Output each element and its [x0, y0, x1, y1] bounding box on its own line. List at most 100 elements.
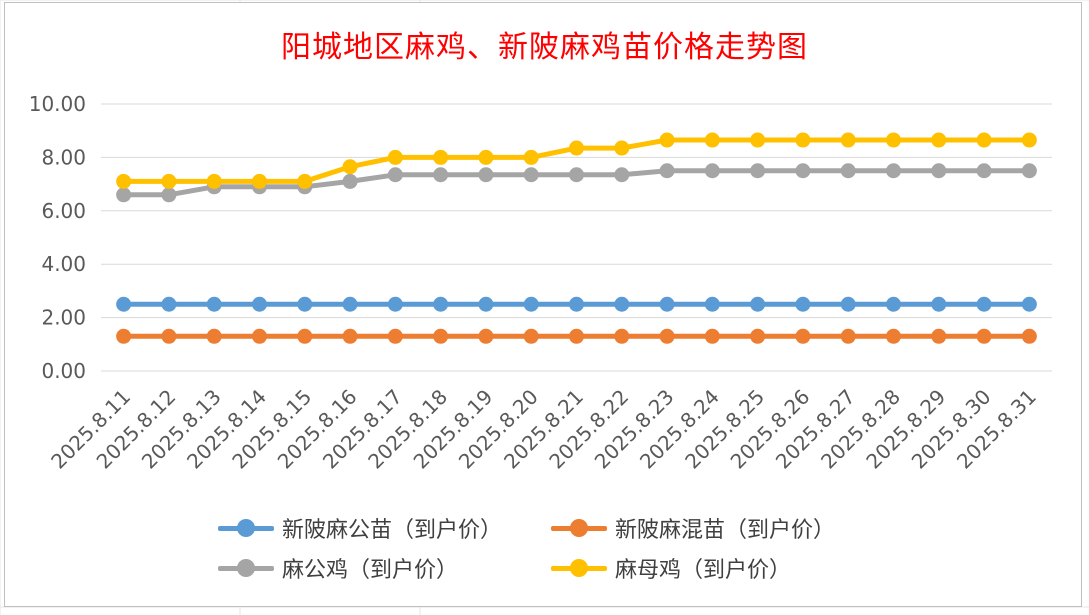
- series-4-point: [1021, 132, 1037, 148]
- series-4-point: [750, 132, 766, 148]
- series-1-point: [523, 296, 539, 312]
- series-1-point: [704, 296, 720, 312]
- legend-item-series-2: 新陂麻混苗（到户价）: [551, 512, 835, 544]
- series-4-point: [387, 149, 403, 165]
- series-2-point: [569, 328, 584, 344]
- series-4-point: [886, 132, 901, 148]
- series-3-point: [1021, 163, 1037, 179]
- series-2-point: [252, 328, 267, 344]
- series-1-point: [886, 296, 901, 312]
- series-2-point: [161, 328, 177, 344]
- series-2-point: [116, 328, 132, 344]
- series-4-point: [795, 132, 811, 148]
- series-4-point: [342, 159, 358, 175]
- series-3-point: [976, 163, 992, 179]
- series-2-point: [478, 328, 494, 344]
- series-2-point: [704, 328, 720, 344]
- series-1-point: [387, 296, 403, 312]
- series-2-point: [976, 328, 992, 344]
- series-3-point: [478, 167, 494, 183]
- series-2-point: [342, 328, 358, 344]
- series-4-point: [116, 173, 132, 189]
- y-tick-label: 6.00: [41, 199, 86, 223]
- series-3-point: [614, 167, 630, 183]
- series-3-point: [569, 167, 584, 183]
- series-4-point: [523, 149, 539, 165]
- series-1-point: [614, 296, 630, 312]
- series-4-point: [161, 173, 177, 189]
- series-1-point: [252, 296, 267, 312]
- series-1-point: [116, 296, 132, 312]
- legend-label-series-4: 麻母鸡（到户价）: [615, 558, 792, 583]
- y-tick-label: 2.00: [41, 306, 86, 330]
- series-4-point: [659, 132, 675, 148]
- series-1-point: [297, 296, 313, 312]
- chart-title: 阳城地区麻鸡、新陂麻鸡苗价格走势图: [281, 30, 808, 65]
- series-4-point: [614, 140, 630, 156]
- series-2-point: [659, 328, 675, 344]
- legend-item-series-1: 新陂麻公苗（到户价）: [218, 512, 502, 544]
- series-1-point: [750, 296, 766, 312]
- series-1-point: [976, 296, 992, 312]
- series-3-point: [886, 163, 901, 179]
- series-2-point: [750, 328, 766, 344]
- series-1-point: [206, 296, 222, 312]
- y-tick-label: 4.00: [41, 252, 86, 276]
- series-3-point: [840, 163, 856, 179]
- y-tick-label: 0.00: [41, 359, 86, 383]
- series-3-point: [161, 187, 177, 203]
- legend-swatch-series-1: [218, 518, 274, 538]
- series-1-point: [342, 296, 358, 312]
- series-4-point: [478, 149, 494, 165]
- series-1-point: [931, 296, 947, 312]
- series-3-point: [931, 163, 947, 179]
- legend-swatch-series-3: [218, 558, 274, 578]
- series-3-point: [659, 163, 675, 179]
- series-4-point: [704, 132, 720, 148]
- series-2-point: [433, 328, 449, 344]
- series-4-point: [252, 173, 267, 189]
- series-4-point: [297, 173, 313, 189]
- series-4-point: [840, 132, 856, 148]
- series-1-point: [569, 296, 584, 312]
- series-4-point: [206, 173, 222, 189]
- series-3-point: [704, 163, 720, 179]
- legend-label-series-1: 新陂麻公苗（到户价）: [282, 518, 503, 543]
- series-1-point: [433, 296, 449, 312]
- legend-label-series-3: 麻公鸡（到户价）: [282, 558, 459, 583]
- legend-item-series-4: 麻母鸡（到户价）: [551, 552, 791, 584]
- series-2-point: [840, 328, 856, 344]
- legend-label-series-2: 新陂麻混苗（到户价）: [615, 518, 836, 543]
- series-3-point: [750, 163, 766, 179]
- series-2-point: [387, 328, 403, 344]
- series-3-point: [433, 167, 449, 183]
- series-2-point: [297, 328, 313, 344]
- series-2-point: [931, 328, 947, 344]
- series-2-point: [886, 328, 901, 344]
- series-1-point: [795, 296, 811, 312]
- series-1-point: [1021, 296, 1037, 312]
- series-2-point: [523, 328, 539, 344]
- series-4-point: [976, 132, 992, 148]
- series-3-point: [342, 173, 358, 189]
- series-1-point: [840, 296, 856, 312]
- series-3-point: [116, 187, 132, 203]
- series-4-point: [569, 140, 584, 156]
- series-1-point: [659, 296, 675, 312]
- series-3-point: [523, 167, 539, 183]
- series-4-point: [931, 132, 947, 148]
- series-3-point: [387, 167, 403, 183]
- y-tick-label: 10.00: [29, 92, 86, 116]
- y-tick-label: 8.00: [41, 145, 86, 169]
- legend-swatch-series-4: [551, 558, 607, 578]
- legend-swatch-series-2: [551, 518, 607, 538]
- series-3-point: [795, 163, 811, 179]
- legend-item-series-3: 麻公鸡（到户价）: [218, 552, 458, 584]
- legend: 新陂麻公苗（到户价） 新陂麻混苗（到户价） 麻公鸡（到户价） 麻母鸡（到户价）: [218, 512, 898, 592]
- series-2-point: [1021, 328, 1037, 344]
- series-2-point: [614, 328, 630, 344]
- series-2-point: [206, 328, 222, 344]
- series-2-point: [795, 328, 811, 344]
- series-4-point: [433, 149, 449, 165]
